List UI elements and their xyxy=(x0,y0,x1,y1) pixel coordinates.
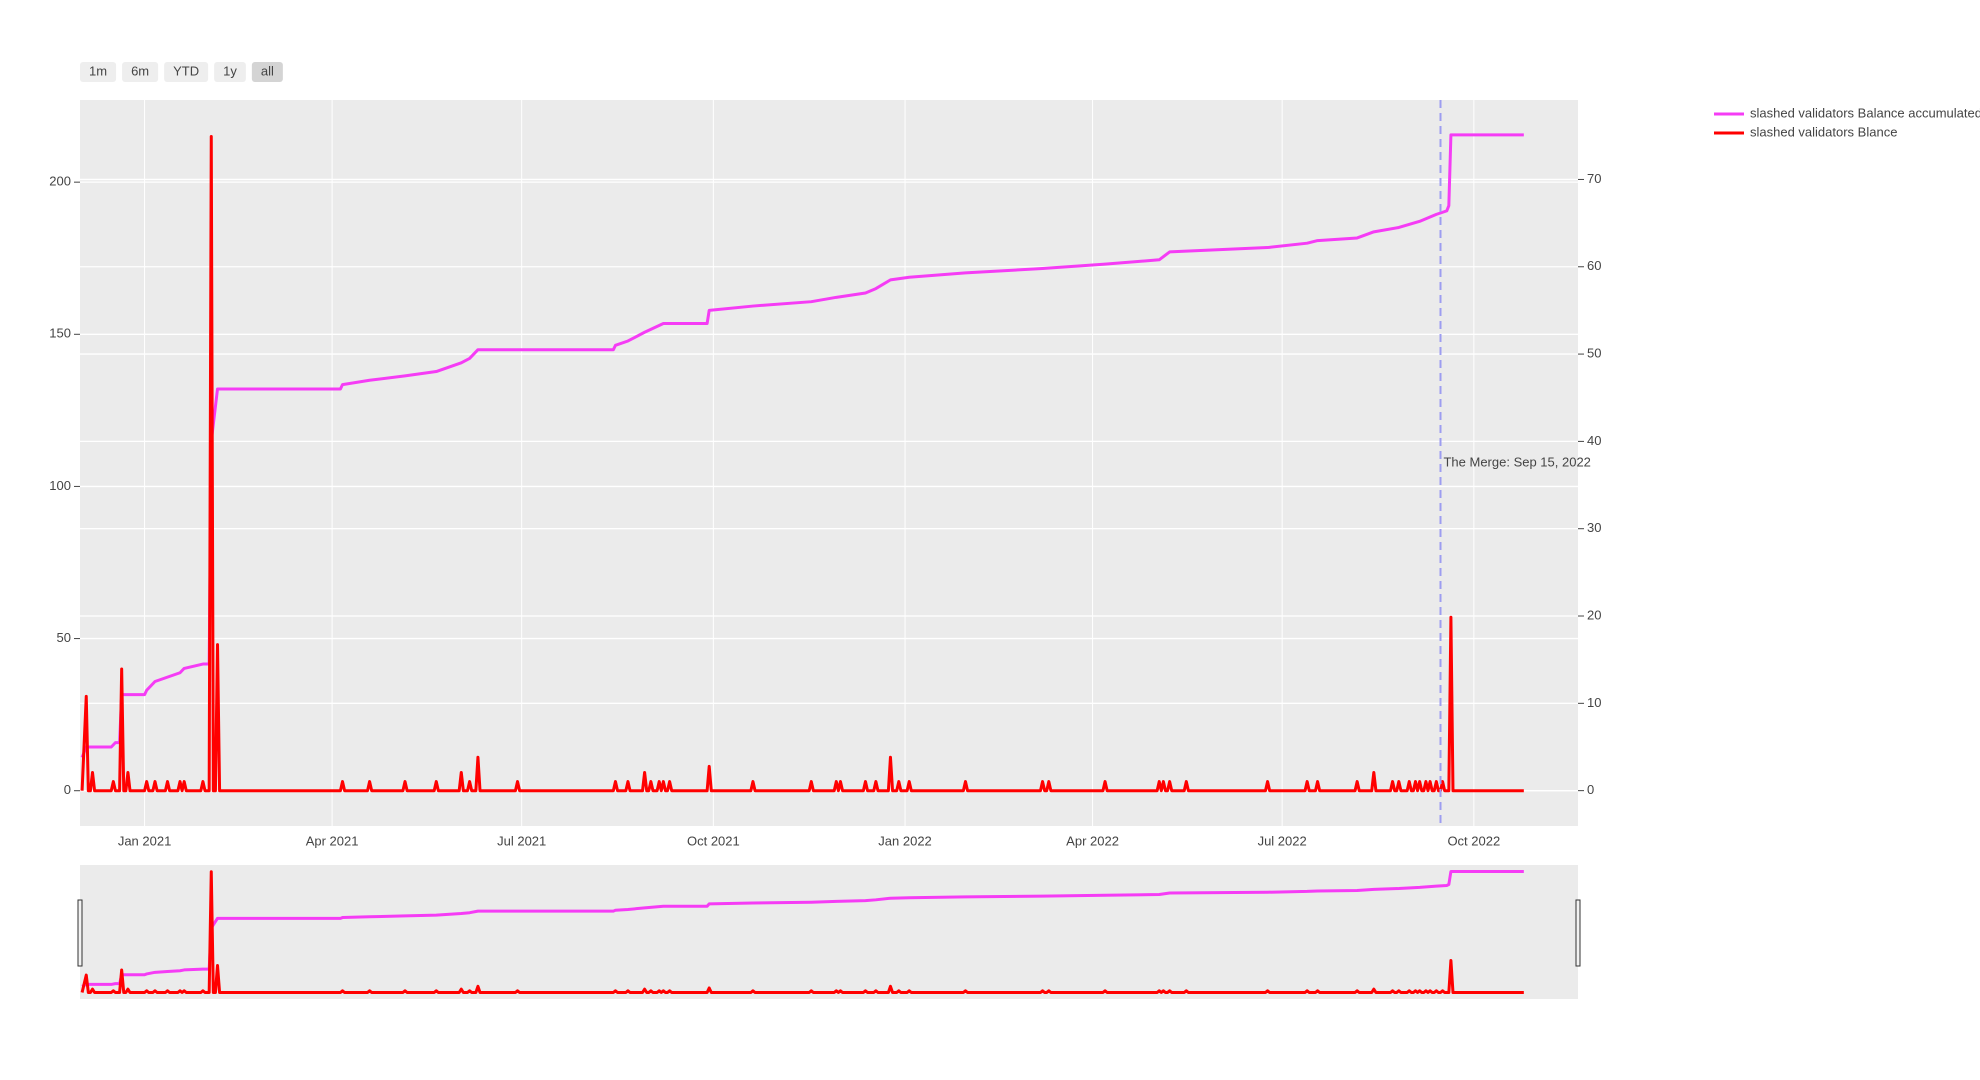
slider-handle[interactable] xyxy=(1575,899,1581,967)
plot-area xyxy=(80,100,1578,826)
y2-tick-label: 50 xyxy=(1587,346,1601,361)
x-tick-label: Jul 2022 xyxy=(1258,833,1307,848)
series-line xyxy=(80,135,1524,793)
range-button-label[interactable]: 1m xyxy=(89,63,107,78)
x-tick-label: Oct 2022 xyxy=(1447,833,1500,848)
range-button-bg[interactable] xyxy=(80,62,117,82)
range-button-label[interactable]: YTD xyxy=(173,63,199,78)
x-tick-label: Jul 2021 xyxy=(497,833,546,848)
range-slider xyxy=(80,865,1578,999)
range-button[interactable]: 1y xyxy=(214,62,246,82)
y-tick-label: 150 xyxy=(49,326,71,341)
x-tick-label: Oct 2021 xyxy=(687,833,740,848)
x-tick-label: Apr 2021 xyxy=(306,833,359,848)
y-tick-label: 100 xyxy=(49,478,71,493)
range-button[interactable]: 6m xyxy=(122,62,159,82)
slider-handle[interactable] xyxy=(77,899,83,967)
range-button-label[interactable]: all xyxy=(261,63,274,78)
y2-tick-label: 40 xyxy=(1587,433,1601,448)
range-button-label[interactable]: 6m xyxy=(131,63,149,78)
legend-label: slashed validators Blance xyxy=(1750,124,1897,139)
x-tick-label: Apr 2022 xyxy=(1066,833,1119,848)
range-button-bg[interactable] xyxy=(122,62,159,82)
range-button[interactable]: YTD xyxy=(164,62,209,82)
annotation-text: The Merge: Sep 15, 2022 xyxy=(1443,454,1590,469)
y-tick-label: 0 xyxy=(64,782,71,797)
y-tick-label: 50 xyxy=(57,630,71,645)
y2-tick-label: 30 xyxy=(1587,520,1601,535)
range-button[interactable]: 1m xyxy=(80,62,117,82)
slider-line xyxy=(80,870,1524,994)
y2-tick-label: 20 xyxy=(1587,607,1601,622)
range-button-bg[interactable] xyxy=(214,62,246,82)
y2-tick-label: 0 xyxy=(1587,782,1594,797)
slider-line xyxy=(81,869,1524,988)
y-tick-label: 200 xyxy=(49,174,71,189)
x-tick-label: Jan 2021 xyxy=(118,833,172,848)
legend-label: slashed validators Balance accumulated xyxy=(1750,105,1980,120)
range-button-bg[interactable] xyxy=(251,62,283,82)
x-tick-label: Jan 2022 xyxy=(878,833,932,848)
y2-tick-label: 60 xyxy=(1587,258,1601,273)
range-button-bg[interactable] xyxy=(164,62,209,82)
range-button-label[interactable]: 1y xyxy=(223,63,237,78)
range-button[interactable]: all xyxy=(251,62,283,82)
y2-tick-label: 70 xyxy=(1587,171,1601,186)
series-line xyxy=(80,133,1524,759)
y2-tick-label: 10 xyxy=(1587,695,1601,710)
